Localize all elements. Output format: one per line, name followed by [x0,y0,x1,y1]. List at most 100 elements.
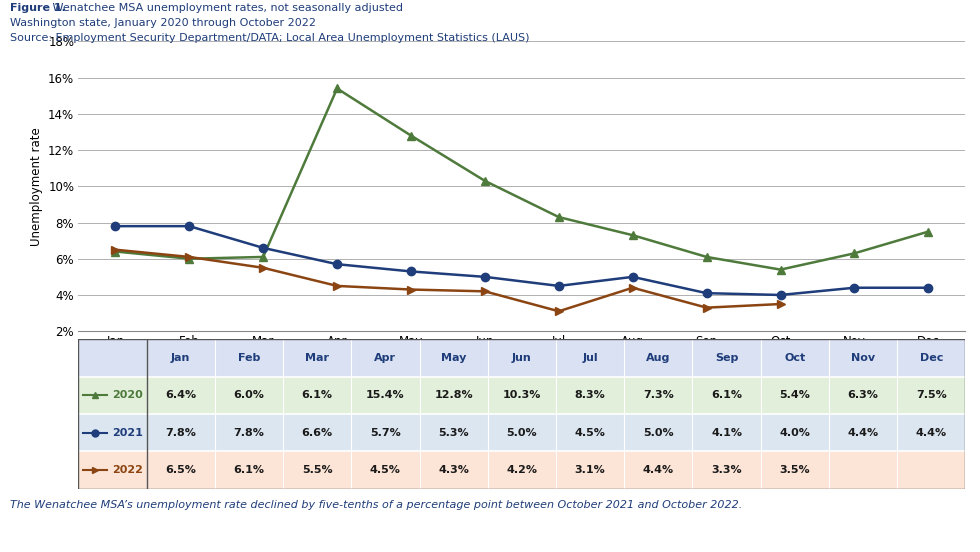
Text: 3.3%: 3.3% [711,465,742,475]
Text: 5.4%: 5.4% [779,390,810,400]
Bar [78,339,147,376]
Text: Figure 1.: Figure 1. [10,3,66,13]
Bar [147,339,215,376]
Text: 6.4%: 6.4% [166,390,196,400]
Bar [624,452,693,489]
Text: 5.3%: 5.3% [438,428,469,438]
Text: 7.8%: 7.8% [166,428,196,438]
Bar [829,414,897,452]
Bar [215,414,283,452]
Bar [351,452,419,489]
Bar [829,452,897,489]
Bar [760,414,829,452]
Text: Jul: Jul [582,353,598,363]
Text: Jan: Jan [172,353,190,363]
Text: 5.0%: 5.0% [643,428,673,438]
Text: Dec: Dec [919,353,943,363]
Bar [78,452,147,489]
Bar [351,414,419,452]
Bar [624,339,693,376]
Bar [215,339,283,376]
Bar [693,376,760,414]
Bar [556,339,624,376]
Bar [283,452,351,489]
Bar [760,452,829,489]
Bar [488,452,556,489]
Bar [215,452,283,489]
Bar [556,376,624,414]
Text: 4.5%: 4.5% [574,428,606,438]
Y-axis label: Unemployment rate: Unemployment rate [29,127,42,246]
Text: 7.8%: 7.8% [233,428,265,438]
Text: 8.3%: 8.3% [574,390,606,400]
Text: Apr: Apr [374,353,396,363]
Text: 10.3%: 10.3% [503,390,541,400]
Text: The Wenatchee MSA’s unemployment rate declined by five-tenths of a percentage po: The Wenatchee MSA’s unemployment rate de… [10,500,742,509]
Bar [283,339,351,376]
Bar [897,414,965,452]
Text: 6.6%: 6.6% [302,428,333,438]
Text: 4.2%: 4.2% [507,465,537,475]
Bar [693,339,760,376]
Text: 4.3%: 4.3% [438,465,469,475]
Bar [215,376,283,414]
Text: 6.3%: 6.3% [848,390,878,400]
Text: 6.5%: 6.5% [166,465,196,475]
Text: Mar: Mar [305,353,329,363]
Bar [897,339,965,376]
Bar [829,339,897,376]
Text: 6.1%: 6.1% [233,465,265,475]
Bar [624,376,693,414]
Text: Feb: Feb [238,353,260,363]
Text: 12.8%: 12.8% [434,390,473,400]
Text: 2022: 2022 [113,465,143,475]
Text: Wenatchee MSA unemployment rates, not seasonally adjusted: Wenatchee MSA unemployment rates, not se… [49,3,404,13]
Text: Aug: Aug [646,353,670,363]
Bar [488,376,556,414]
Text: 6.1%: 6.1% [711,390,742,400]
Text: 4.5%: 4.5% [370,465,401,475]
Bar [419,452,488,489]
Bar [488,339,556,376]
Bar [829,376,897,414]
Text: 2020: 2020 [113,390,143,400]
Text: 3.1%: 3.1% [574,465,606,475]
Text: Washington state, January 2020 through October 2022: Washington state, January 2020 through O… [10,18,316,28]
Text: 4.4%: 4.4% [643,465,674,475]
Bar [760,376,829,414]
Bar [624,414,693,452]
Text: 4.4%: 4.4% [915,428,947,438]
Text: 5.0%: 5.0% [507,428,537,438]
Bar [147,376,215,414]
Text: 3.5%: 3.5% [779,465,810,475]
Bar [556,414,624,452]
Bar [693,414,760,452]
Text: 15.4%: 15.4% [367,390,405,400]
Bar [897,452,965,489]
Text: 4.4%: 4.4% [848,428,878,438]
Bar [693,452,760,489]
Text: 7.3%: 7.3% [643,390,673,400]
Text: Source: Employment Security Department/DATA; Local Area Unemployment Statistics : Source: Employment Security Department/D… [10,33,529,43]
Text: Jun: Jun [512,353,532,363]
Text: May: May [441,353,466,363]
Text: 4.0%: 4.0% [779,428,810,438]
Bar [78,414,147,452]
Bar [147,452,215,489]
Bar [556,452,624,489]
Bar [488,414,556,452]
Text: 4.1%: 4.1% [711,428,742,438]
Text: 5.5%: 5.5% [302,465,332,475]
Bar [419,376,488,414]
Text: 5.7%: 5.7% [370,428,401,438]
Bar [419,414,488,452]
Bar [351,376,419,414]
Text: Sep: Sep [714,353,738,363]
Text: 6.1%: 6.1% [302,390,332,400]
Text: 7.5%: 7.5% [916,390,947,400]
Text: 2021: 2021 [113,428,143,438]
Text: 6.0%: 6.0% [233,390,265,400]
Text: Nov: Nov [851,353,875,363]
Bar [419,339,488,376]
Bar [283,376,351,414]
